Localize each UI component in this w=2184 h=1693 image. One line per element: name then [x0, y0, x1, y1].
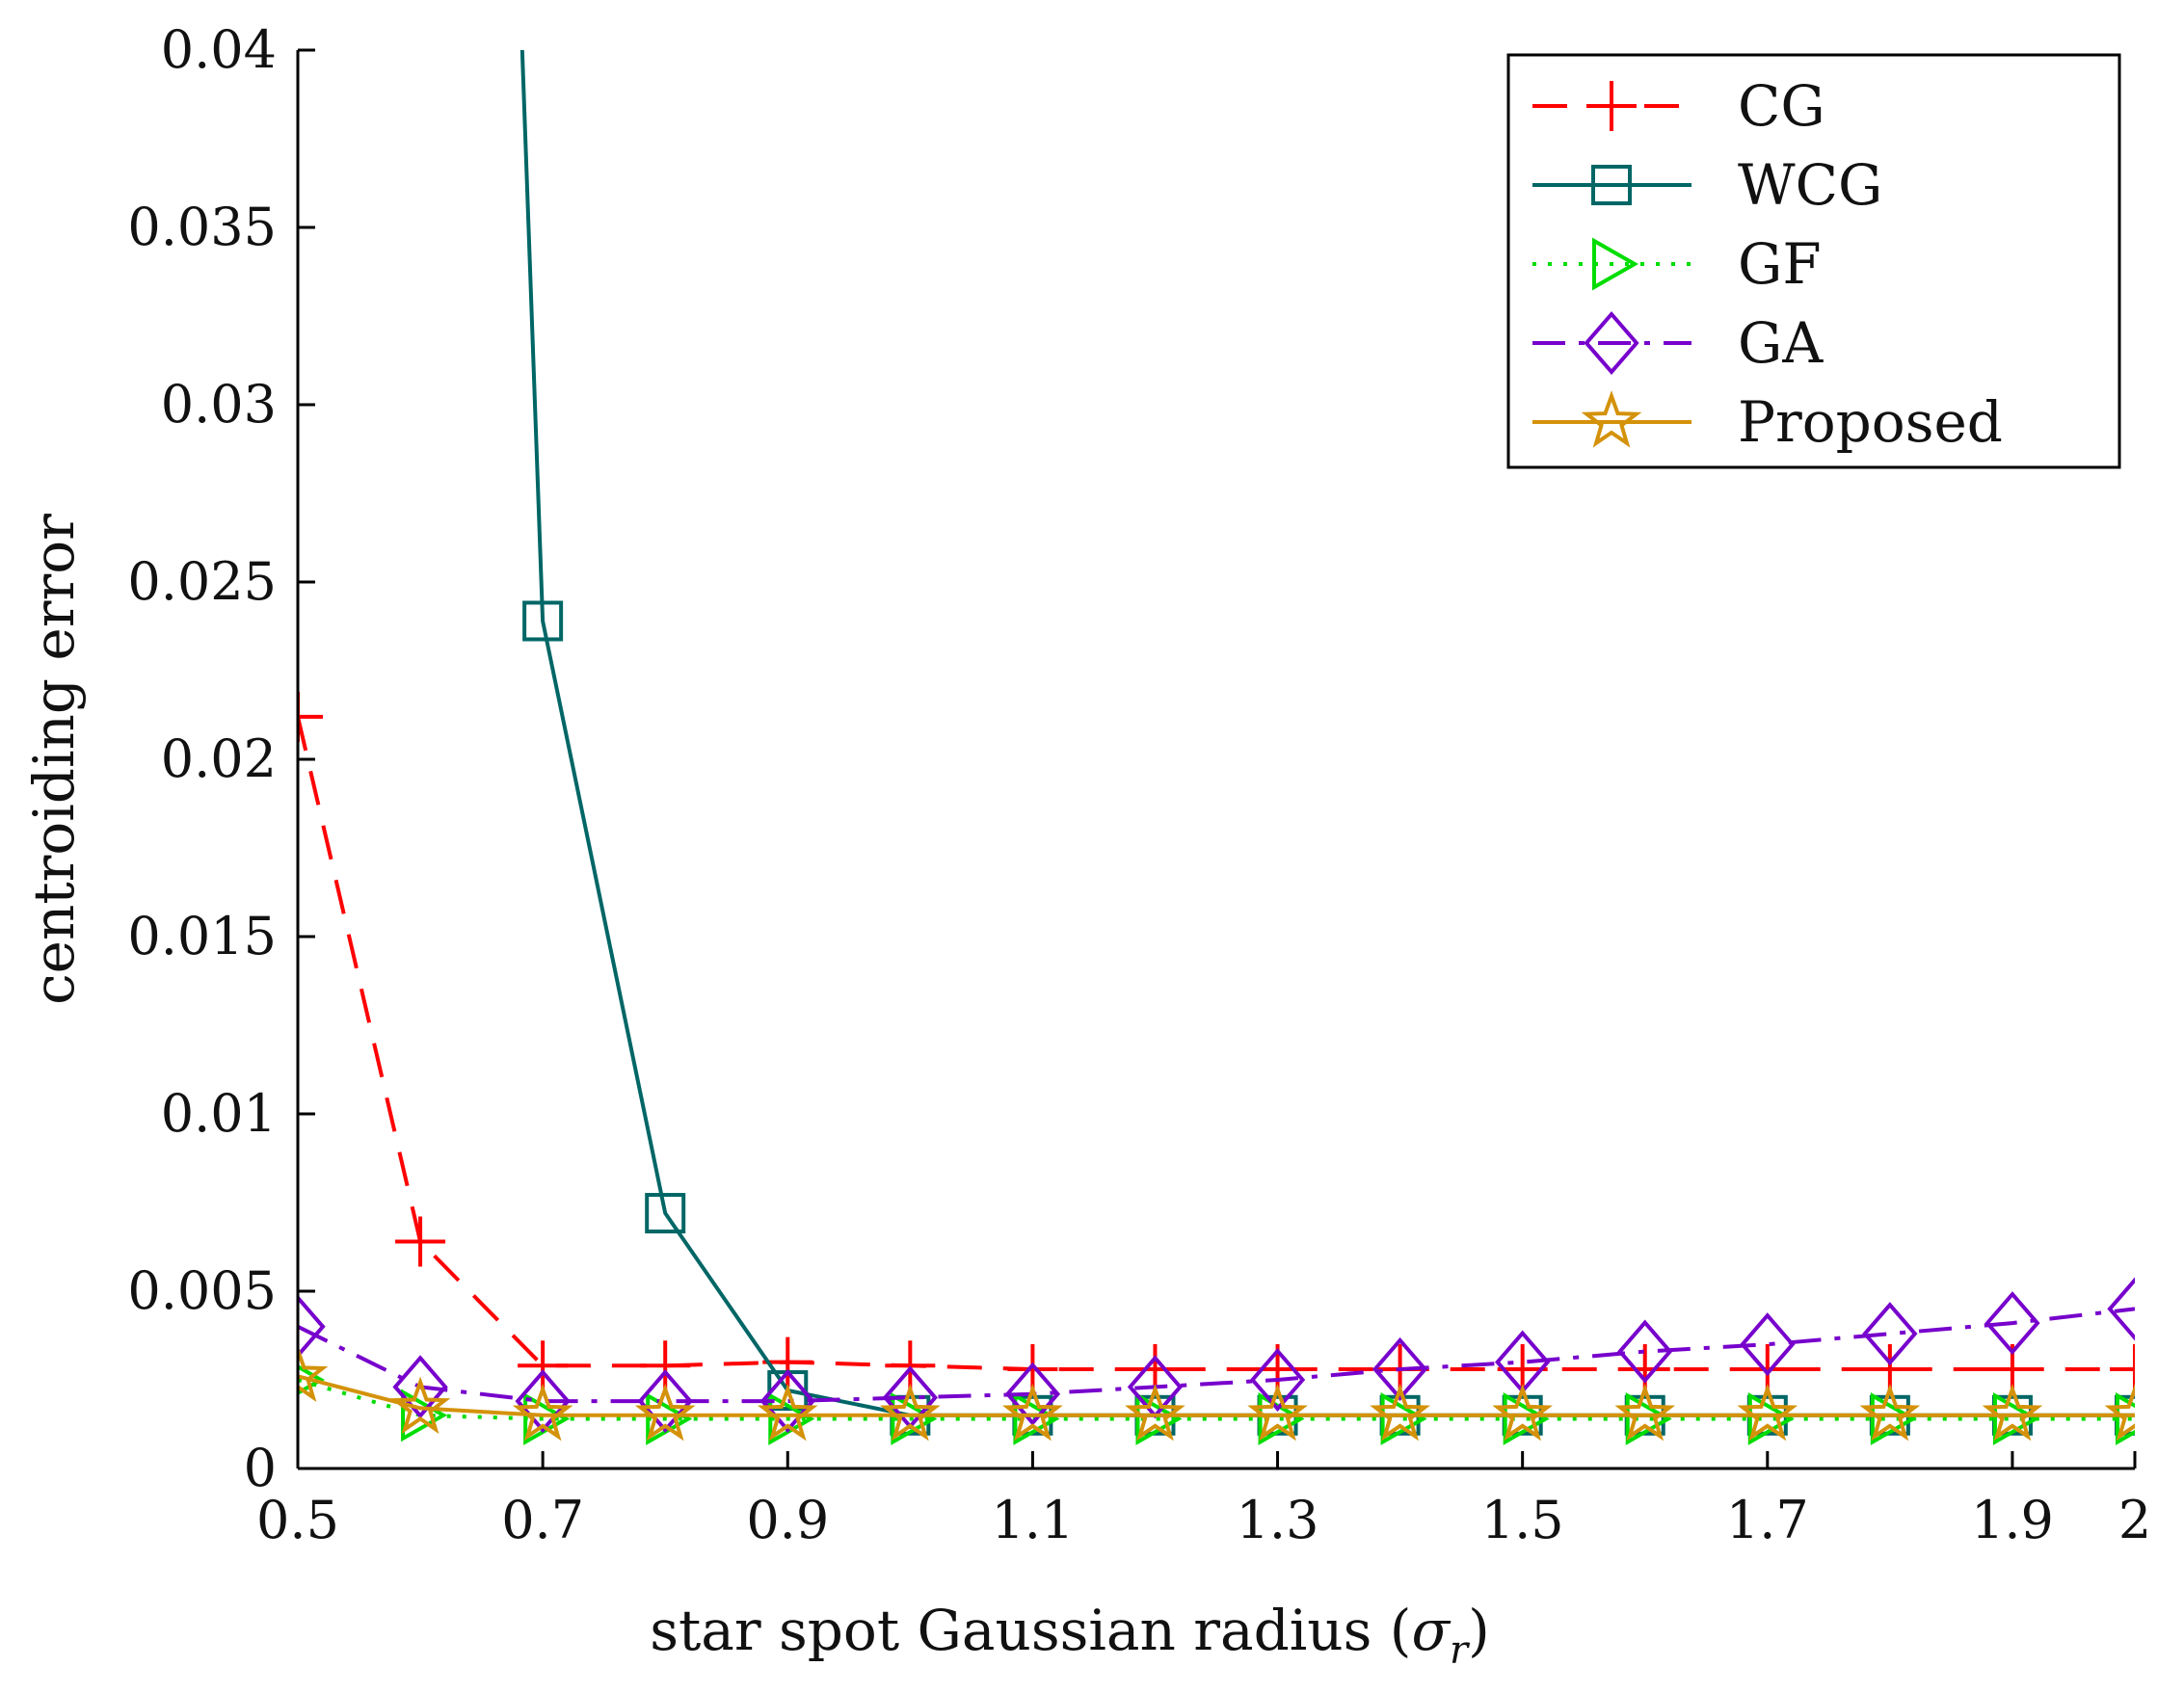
legend-label-proposed: Proposed [1738, 389, 2003, 455]
series-gf [298, 1363, 2135, 1445]
data-point-gf [1870, 1392, 1917, 1445]
data-point-gf [401, 1389, 448, 1442]
data-point-proposed [298, 1344, 329, 1403]
data-point-proposed [757, 1383, 818, 1442]
data-point-gf [298, 1363, 326, 1396]
data-point-ga [1740, 1312, 1796, 1377]
legend: CG WCG GF GA Proposed [1506, 53, 2121, 469]
legend-label-gf: GF [1738, 231, 1822, 297]
x-tick-label: 0.5 [256, 1490, 339, 1550]
data-point-ga [1617, 1319, 1673, 1384]
series-line-ga [298, 1307, 2135, 1404]
data-point-gf [1747, 1392, 1795, 1445]
x-tick-label: 1.9 [1971, 1490, 2054, 1550]
data-point-proposed [880, 1383, 941, 1442]
y-tick-label: 0.005 [127, 1260, 277, 1321]
legend-marker-proposed [1581, 390, 1642, 448]
legend-label-cg: CG [1738, 73, 1825, 139]
data-point-gf [1992, 1392, 2039, 1445]
x-tick-label: 2 [2118, 1490, 2151, 1550]
data-point-proposed [1125, 1383, 1185, 1442]
series-line-cg [298, 716, 2135, 1371]
series-line-gf [298, 1378, 2135, 1421]
data-point-proposed [389, 1376, 451, 1435]
data-point-ga [1004, 1362, 1061, 1426]
data-point-ga [637, 1369, 693, 1434]
x-tick-label: 1.1 [991, 1490, 1074, 1550]
data-point-gf [768, 1392, 815, 1445]
data-point-proposed [1247, 1383, 1308, 1442]
legend-label-wcg: WCG [1738, 152, 1882, 218]
data-point-wcg [522, 600, 564, 642]
legend-marker-ga [1584, 310, 1639, 376]
data-point-proposed [1614, 1383, 1676, 1442]
y-tick-label: 0 [244, 1438, 277, 1498]
x-tick-label: 0.9 [746, 1490, 829, 1550]
legend-marker-cg [1586, 81, 1637, 131]
data-point-ga [1984, 1291, 2040, 1356]
data-point-cg [640, 1340, 691, 1391]
data-point-ga [1372, 1336, 1428, 1402]
data-point-gf [891, 1392, 938, 1445]
series-ga [298, 1277, 2135, 1434]
legend-marker-gf [1592, 237, 1639, 291]
data-point-proposed [1002, 1383, 1063, 1442]
legend-marker-wcg [1591, 165, 1632, 205]
y-tick-label: 0.04 [161, 19, 277, 80]
data-point-proposed [1859, 1383, 1921, 1442]
y-ticks: 0 0.005 0.01 0.015 0.02 0.025 0.03 0.035 0.04 [127, 19, 315, 1498]
data-point-ga [1249, 1347, 1306, 1413]
x-tick-label: 0.7 [501, 1490, 584, 1550]
y-tick-label: 0.015 [127, 906, 277, 966]
data-point-gf [2116, 1392, 2135, 1445]
data-point-proposed [1370, 1383, 1430, 1442]
data-point-ga [759, 1369, 815, 1434]
series-line-proposed [298, 1374, 2135, 1417]
x-tick-label: 1.5 [1481, 1490, 1564, 1550]
data-point-cg [518, 1340, 569, 1391]
x-ticks: 0.5 0.7 0.9 1.1 1.3 1.5 1.7 1.9 2 [256, 1451, 2151, 1550]
data-point-cg [298, 691, 323, 742]
data-point-gf [1013, 1392, 1060, 1445]
data-point-gf [523, 1392, 571, 1445]
data-point-wcg [645, 1193, 686, 1234]
x-axis-label: star spot Gaussian radius (σr) [650, 1598, 1490, 1673]
data-point-proposed [1492, 1383, 1553, 1442]
data-point-gf [646, 1392, 693, 1445]
data-point-cg [885, 1340, 936, 1391]
y-tick-label: 0.03 [161, 374, 277, 435]
data-point-ga [515, 1369, 571, 1434]
data-point-gf [1503, 1392, 1550, 1445]
y-tick-label: 0.035 [127, 197, 277, 257]
legend-label-ga: GA [1738, 310, 1824, 376]
data-point-ga [392, 1355, 448, 1419]
y-tick-label: 0.01 [161, 1083, 277, 1144]
data-point-proposed [512, 1383, 573, 1442]
data-point-ga [2107, 1277, 2135, 1341]
data-point-cg [762, 1336, 813, 1388]
y-tick-label: 0.025 [127, 551, 277, 612]
data-point-cg [395, 1216, 446, 1267]
data-point-gf [1135, 1392, 1183, 1445]
data-point-gf [1625, 1392, 1672, 1445]
series-proposed [298, 1344, 2135, 1442]
data-point-ga [298, 1294, 326, 1359]
data-point-proposed [634, 1383, 696, 1442]
data-point-cg [2110, 1343, 2135, 1394]
series-layer [298, 50, 2135, 1445]
x-tick-label: 1.3 [1237, 1490, 1319, 1550]
data-point-proposed [1737, 1383, 1798, 1442]
data-point-proposed [1982, 1383, 2043, 1442]
series-cg [298, 691, 2135, 1394]
y-tick-label: 0.02 [161, 728, 277, 789]
data-point-proposed [2104, 1383, 2135, 1442]
data-point-ga [1862, 1302, 1918, 1366]
data-point-gf [1380, 1392, 1427, 1445]
x-tick-label: 1.7 [1726, 1490, 1809, 1550]
y-axis-label: centroiding error [21, 514, 87, 1005]
